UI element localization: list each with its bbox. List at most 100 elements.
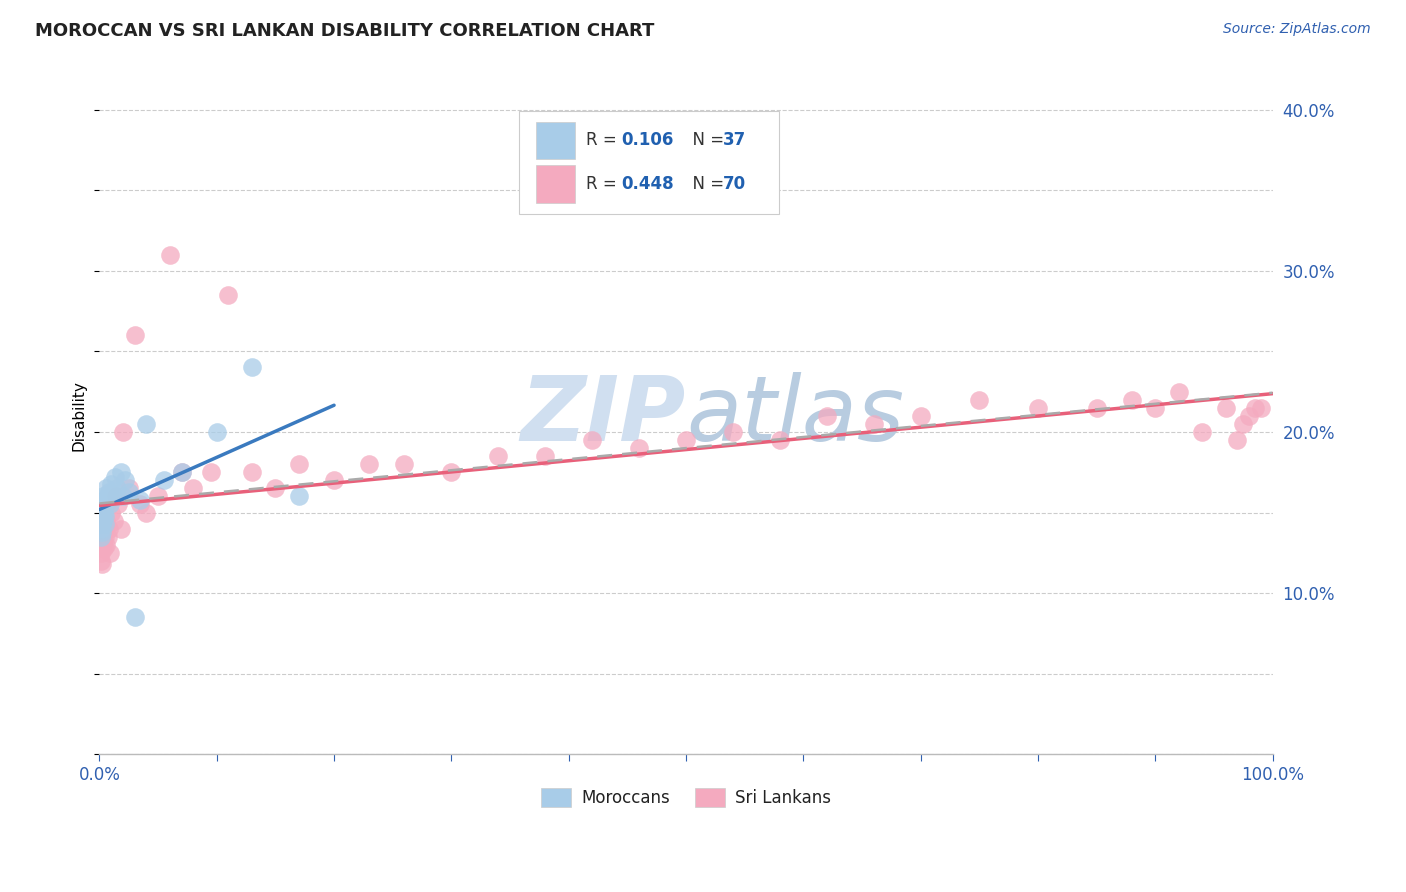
Point <box>90 516 112 531</box>
Point <box>124 328 146 343</box>
Point <box>100 506 122 520</box>
Point <box>97 530 120 544</box>
Point <box>1085 401 1108 415</box>
Point <box>1232 417 1254 431</box>
Point <box>1191 425 1213 439</box>
Point <box>181 481 204 495</box>
Text: N =: N = <box>682 131 730 149</box>
Point <box>91 514 114 528</box>
Point <box>90 546 112 560</box>
Point <box>135 417 157 431</box>
Text: R =: R = <box>586 131 627 149</box>
Point <box>170 465 193 479</box>
Point <box>90 557 112 571</box>
Point <box>103 514 125 528</box>
Point <box>94 508 117 523</box>
Point <box>90 506 112 520</box>
Point <box>153 473 176 487</box>
Text: Source: ZipAtlas.com: Source: ZipAtlas.com <box>1223 22 1371 37</box>
Point <box>862 417 884 431</box>
Point <box>1144 401 1167 415</box>
Point <box>94 530 117 544</box>
Point <box>628 441 651 455</box>
Point <box>240 360 263 375</box>
Point <box>104 489 127 503</box>
Point <box>91 498 114 512</box>
Point <box>90 522 112 536</box>
Point <box>815 409 838 423</box>
Point <box>90 524 112 539</box>
Point <box>90 541 112 555</box>
Point <box>1237 409 1260 423</box>
Point <box>90 502 112 516</box>
Point <box>90 533 112 547</box>
Point <box>93 541 115 555</box>
Point <box>96 481 118 495</box>
Point <box>110 522 132 536</box>
Point <box>111 425 134 439</box>
Point <box>135 506 157 520</box>
Point <box>90 524 112 539</box>
Point <box>93 516 115 531</box>
Point <box>90 530 112 544</box>
Point <box>129 498 152 512</box>
Point <box>96 514 118 528</box>
Point <box>118 484 141 499</box>
Point <box>200 465 222 479</box>
Point <box>91 518 114 533</box>
Point <box>97 484 120 499</box>
Point <box>288 489 311 503</box>
Point <box>721 425 744 439</box>
Point <box>90 538 112 552</box>
Point <box>1226 433 1249 447</box>
Legend: Moroccans, Sri Lankans: Moroccans, Sri Lankans <box>534 781 838 814</box>
Point <box>90 514 112 528</box>
Point <box>323 473 346 487</box>
Point <box>534 449 557 463</box>
Point <box>98 546 121 560</box>
Point <box>104 470 127 484</box>
Point <box>111 489 134 503</box>
Text: atlas: atlas <box>686 372 904 459</box>
Point <box>96 538 118 552</box>
Point <box>90 514 112 528</box>
Text: 37: 37 <box>723 131 747 149</box>
Point <box>1167 384 1189 399</box>
Point <box>264 481 287 495</box>
Point <box>170 465 193 479</box>
Point <box>218 288 240 302</box>
Point <box>96 498 118 512</box>
Point <box>91 510 114 524</box>
Point <box>394 457 416 471</box>
Point <box>94 522 117 536</box>
Point <box>769 433 792 447</box>
Point <box>118 481 141 495</box>
Point <box>359 457 381 471</box>
Point <box>675 433 697 447</box>
Point <box>910 409 932 423</box>
Text: 0.448: 0.448 <box>621 175 675 193</box>
Point <box>110 465 132 479</box>
Point <box>114 473 136 487</box>
Point <box>90 498 112 512</box>
Point <box>124 610 146 624</box>
Point <box>97 489 120 503</box>
Point <box>1026 401 1049 415</box>
Point <box>90 516 112 531</box>
Point <box>90 508 112 523</box>
Point <box>1244 401 1267 415</box>
Text: MOROCCAN VS SRI LANKAN DISABILITY CORRELATION CHART: MOROCCAN VS SRI LANKAN DISABILITY CORREL… <box>35 22 655 40</box>
Text: ZIP: ZIP <box>520 372 686 459</box>
Point <box>967 392 990 407</box>
Point <box>129 492 152 507</box>
Text: 0.106: 0.106 <box>621 131 673 149</box>
Text: R =: R = <box>586 175 627 193</box>
Point <box>90 522 112 536</box>
Point <box>440 465 463 479</box>
Point <box>1121 392 1143 407</box>
Point <box>146 489 169 503</box>
Point <box>97 522 120 536</box>
Point <box>90 530 112 544</box>
Point <box>1215 401 1237 415</box>
Y-axis label: Disability: Disability <box>72 380 86 451</box>
